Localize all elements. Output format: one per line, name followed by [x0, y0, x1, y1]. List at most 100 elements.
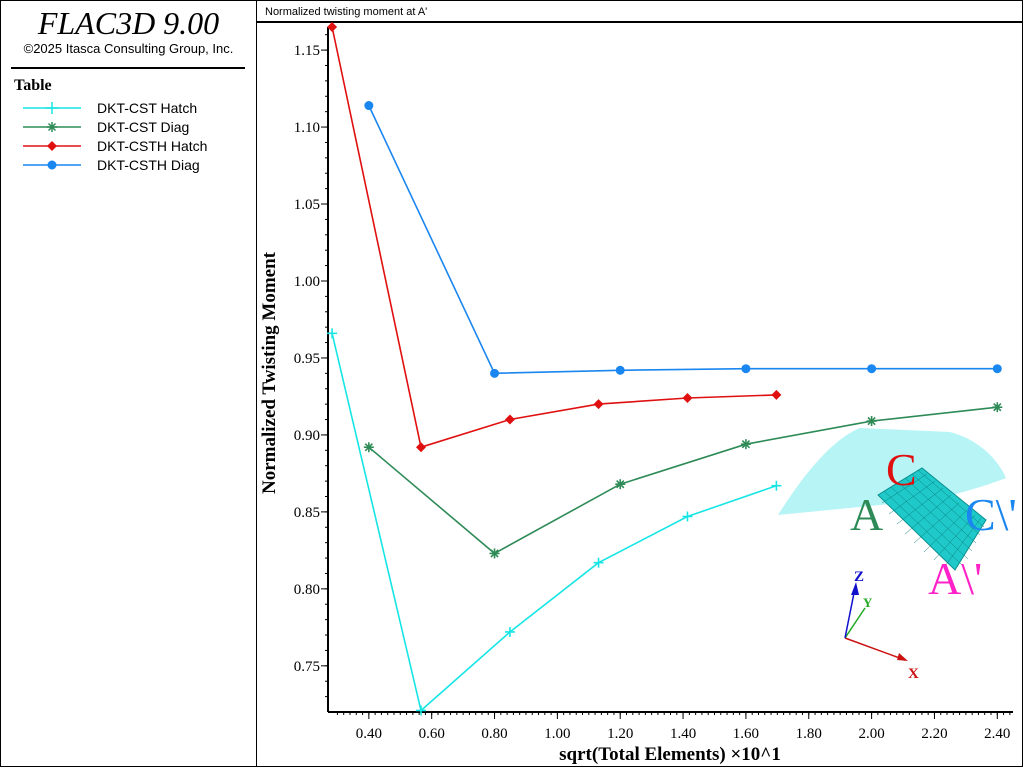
series-dkt-cst-hatch [327, 328, 782, 716]
series-line [368, 105, 998, 375]
data-point [416, 705, 427, 716]
data-point [504, 626, 515, 637]
model-inset: C C\' A A\' X Y Z [778, 428, 1017, 682]
data-point [867, 364, 877, 374]
data-point [490, 368, 500, 378]
z-axis-label: Z [854, 569, 864, 585]
shell-mesh [877, 467, 987, 571]
label-a: A [850, 489, 883, 540]
label-a-prime: A\' [928, 553, 982, 604]
x-axis-arrow [844, 637, 906, 661]
series-dkt-csth-diag [364, 101, 1002, 378]
data-point [363, 442, 374, 453]
series-group [327, 22, 1003, 716]
data-point [682, 511, 693, 522]
x-tick-label: 1.80 [796, 726, 822, 742]
series-line [331, 26, 777, 449]
z-arrowhead [851, 582, 859, 595]
series-line [368, 406, 998, 555]
legend-label: DKT-CST Hatch [97, 100, 198, 116]
axes: 0.40 0.60 0.80 1.00 1.20 1.40 1.60 1.80 2.00 2.20… [294, 27, 1013, 742]
legend-item-dkt-csth-hatch[interactable]: DKT-CSTH Hatch [21, 137, 251, 156]
data-point [327, 328, 338, 339]
x-axis-title: sqrt(Total Elements) ×10^1 [559, 744, 781, 765]
legend-item-dkt-csth-diag[interactable]: DKT-CSTH Diag [21, 156, 251, 175]
legend-item-dkt-cst-diag[interactable]: DKT-CST Diag [21, 118, 251, 137]
y-tick-label: 1.10 [294, 120, 320, 136]
y-tick-label: 1.05 [294, 197, 320, 213]
x-tick-label: 1.20 [607, 726, 633, 742]
legend-swatch-asterisk-icon [23, 122, 81, 132]
series-dkt-csth-hatch [327, 22, 782, 453]
data-point-d2 [867, 416, 876, 426]
copyright-text: ©2025 Itasca Consulting Group, Inc. [23, 41, 234, 56]
legend-label: DKT-CST Diag [97, 119, 190, 135]
y-tick-label: 0.80 [294, 582, 320, 598]
legend-swatch-plus-icon [23, 102, 81, 114]
data-point [416, 442, 427, 453]
y-tick-label: 0.85 [294, 505, 320, 521]
label-c-prime: C\' [965, 489, 1017, 540]
data-point [593, 557, 604, 568]
axis-triad: X Y Z [844, 569, 919, 682]
y-axis-label: Y [863, 595, 873, 610]
data-point [771, 389, 782, 400]
y-axis-title: Normalized Twisting Moment [259, 251, 280, 494]
data-point-d2 [490, 549, 499, 558]
data-point-d2 [741, 439, 751, 449]
sidebar-divider [11, 67, 245, 69]
data-point [615, 365, 625, 375]
z-axis-arrow [844, 587, 856, 639]
label-c: C [886, 444, 917, 495]
y-tick-label: 0.90 [294, 428, 320, 444]
y-tick-label: 0.75 [294, 659, 320, 675]
legend-item-dkt-cst-hatch[interactable]: DKT-CST Hatch [21, 99, 251, 118]
legend-swatch-diamond-icon [23, 141, 81, 151]
sidebar: FLAC3D 9.00 ©2025 Itasca Consulting Grou… [0, 0, 257, 767]
app-title: FLAC3D 9.00 [37, 5, 220, 41]
x-tick-label: 1.60 [733, 726, 759, 742]
x-tick-label: 2.40 [984, 726, 1010, 742]
x-tick-label: 2.00 [858, 726, 884, 742]
data-point [327, 22, 338, 32]
data-point [992, 364, 1002, 374]
plot-panel: Normalized twisting moment at A' [256, 0, 1023, 767]
x-axis-label: X [908, 666, 919, 682]
data-point [615, 479, 626, 490]
data-point [593, 399, 604, 410]
plot-title: Normalized twisting moment at A' [257, 1, 1022, 23]
x-tick-label: 2.20 [921, 726, 947, 742]
data-point-d2 [616, 480, 625, 489]
x-tick-label: 1.40 [670, 726, 696, 742]
series-dkt-cst-diag [363, 402, 1003, 559]
data-point [364, 101, 374, 111]
data-point [740, 439, 751, 450]
data-point [771, 480, 782, 491]
legend-title: Table [14, 77, 52, 94]
x-tick-label: 0.80 [481, 726, 507, 742]
data-point [741, 364, 751, 374]
x-tick-label: 0.60 [419, 726, 445, 742]
legend: DKT-CST Hatch DKT-CST Diag DKT-CSTH Hat [21, 99, 251, 175]
legend-label: DKT-CSTH Diag [97, 157, 200, 173]
y-tick-label: 0.95 [294, 351, 320, 367]
data-point-d2 [993, 403, 1002, 412]
data-point-d2 [364, 443, 374, 452]
y-tick-label: 1.15 [294, 43, 320, 59]
x-arrowhead [897, 653, 908, 661]
data-point [489, 548, 500, 559]
data-point [866, 416, 877, 427]
data-point [992, 402, 1003, 413]
legend-swatch-circle-icon [23, 160, 81, 170]
x-tick-label: 1.00 [544, 726, 570, 742]
data-point [682, 392, 693, 403]
shell-mesh-grid [881, 469, 985, 567]
x-tick-label: 0.40 [356, 726, 382, 742]
data-point [504, 414, 515, 425]
legend-label: DKT-CSTH Hatch [97, 138, 208, 154]
series-line [331, 333, 777, 712]
y-axis-arrow [844, 607, 866, 639]
y-tick-label: 1.00 [294, 274, 320, 290]
